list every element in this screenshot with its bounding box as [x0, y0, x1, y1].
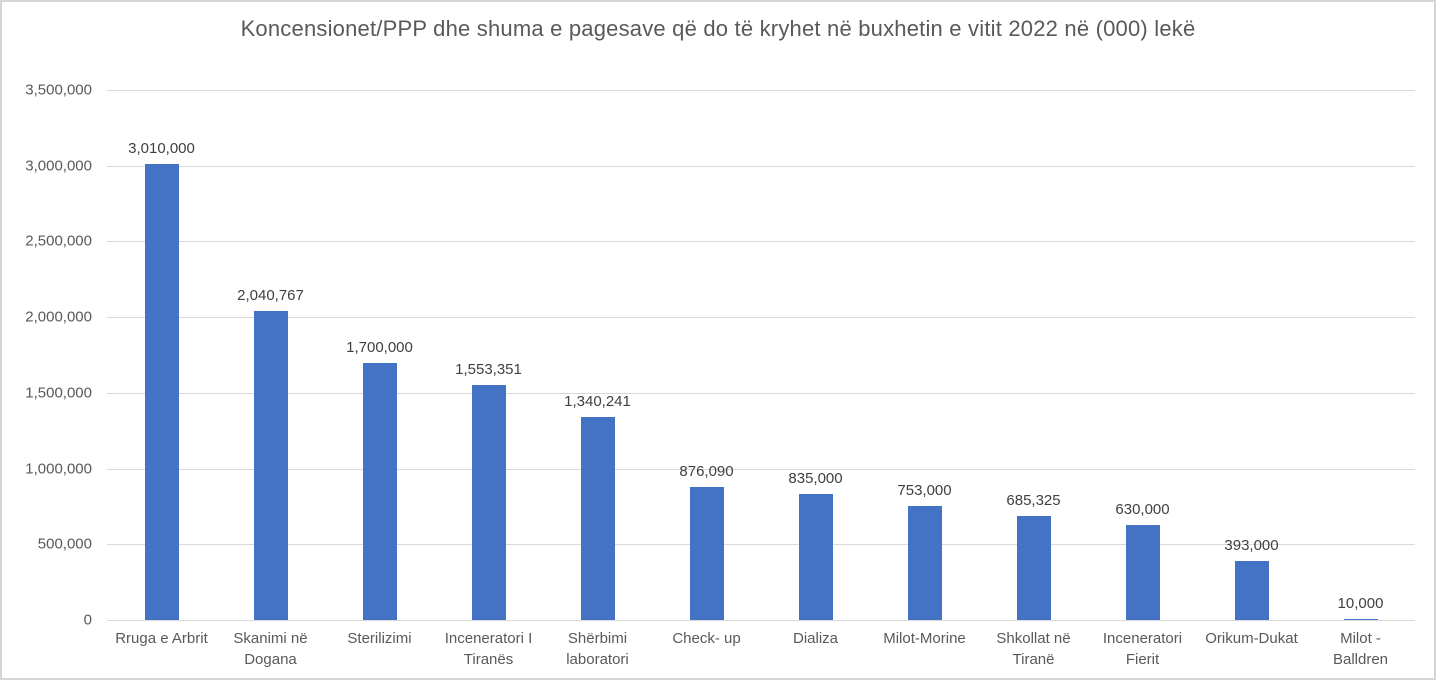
- bar-data-label: 3,010,000: [128, 140, 195, 158]
- gridline: [107, 90, 1415, 91]
- bar-column: 393,000: [1197, 90, 1306, 620]
- bar-column: 1,553,351: [434, 90, 543, 620]
- bar-column: 10,000: [1306, 90, 1415, 620]
- gridline: [107, 317, 1415, 319]
- y-axis-tick-label: 1,000,000: [25, 460, 92, 478]
- gridline: [107, 392, 1415, 394]
- bar: [1125, 524, 1160, 620]
- bar-column: 1,700,000: [325, 90, 434, 620]
- x-axis-category-label: Inceneratori I Tiranës: [444, 630, 533, 668]
- bar: [689, 487, 724, 620]
- bar: [798, 493, 833, 620]
- x-axis-category-label: Shërbimi laboratori: [566, 630, 629, 668]
- x-axis-category-label: Milot - Balldren: [1332, 630, 1389, 668]
- bar: [362, 362, 397, 620]
- bar: [1234, 560, 1269, 620]
- x-axis-category-label: Orikum-Dukat: [1205, 630, 1298, 647]
- bar-data-label: 685,325: [1006, 492, 1061, 510]
- gridline: [107, 165, 1415, 167]
- x-axis-category-label: Dializa: [792, 630, 838, 647]
- bar-column: 876,090: [652, 90, 761, 620]
- bar-data-label: 2,040,767: [237, 286, 304, 304]
- bar: [1343, 618, 1378, 620]
- bar-column: 2,040,767: [216, 90, 325, 620]
- bar-data-label: 1,553,351: [455, 360, 522, 378]
- bar-data-label: 630,000: [1115, 500, 1170, 518]
- plot-area: 3,010,000 2,040,767 1,700,000 1,553,351 1,34…: [107, 90, 1415, 621]
- bar-data-label: 1,340,241: [564, 393, 631, 411]
- bar-column: 3,010,000: [107, 90, 216, 620]
- y-axis-tick-label: 500,000: [37, 535, 92, 553]
- bar-data-label: 876,090: [679, 463, 734, 481]
- gridline: [107, 544, 1415, 546]
- bar: [1016, 516, 1051, 620]
- x-axis-category-label: Sterilizimi: [347, 630, 412, 647]
- x-axis-category-label: Milot-Morine: [883, 630, 966, 647]
- plot-columns: 3,010,000 2,040,767 1,700,000 1,553,351 1,34…: [107, 90, 1415, 620]
- y-axis-tick-label: 1,500,000: [25, 384, 92, 402]
- bar-data-label: 393,000: [1224, 536, 1279, 554]
- x-axis-category-label: Inceneratori Fierit: [1102, 630, 1183, 668]
- y-axis-tick-label: 3,500,000: [25, 81, 92, 99]
- y-axis-tick-label: 2,000,000: [25, 308, 92, 326]
- y-axis-labels: 0 500,000 1,000,000 1,500,000 2,000,000 2,500…: [2, 82, 92, 629]
- x-axis-labels: Rruga e Arbrit Skanimi në Dogana Sterilizi…: [107, 628, 1415, 670]
- gridline: [107, 620, 1415, 621]
- gridline: [107, 468, 1415, 470]
- bar: [907, 505, 942, 620]
- bar: [471, 384, 506, 620]
- bar-column: 753,000: [870, 90, 979, 620]
- bar-data-label: 10,000: [1337, 594, 1384, 612]
- chart-title: Koncensionet/PPP dhe shuma e pagesave që…: [240, 16, 1196, 41]
- bar-data-label: 1,700,000: [346, 338, 413, 356]
- bar-column: 835,000: [761, 90, 870, 620]
- y-axis-tick-label: 0: [83, 611, 92, 629]
- y-axis-tick-label: 2,500,000: [25, 232, 92, 250]
- x-axis-category-label: Check- up: [672, 630, 741, 647]
- x-axis-category-label: Shkollat në Tiranë: [996, 630, 1071, 668]
- bar-data-label: 753,000: [897, 481, 952, 499]
- bar-column: 1,340,241: [543, 90, 652, 620]
- bar-column: 685,325: [979, 90, 1088, 620]
- bar-column: 630,000: [1088, 90, 1197, 620]
- bar: [144, 164, 179, 620]
- y-axis-tick-label: 3,000,000: [25, 157, 92, 175]
- x-axis-category-label: Skanimi në Dogana: [233, 630, 308, 668]
- bar: [253, 310, 288, 620]
- gridline: [107, 241, 1415, 243]
- bar-data-label: 835,000: [788, 469, 843, 487]
- x-axis-category-label: Rruga e Arbrit: [115, 630, 208, 647]
- bar: [580, 417, 615, 620]
